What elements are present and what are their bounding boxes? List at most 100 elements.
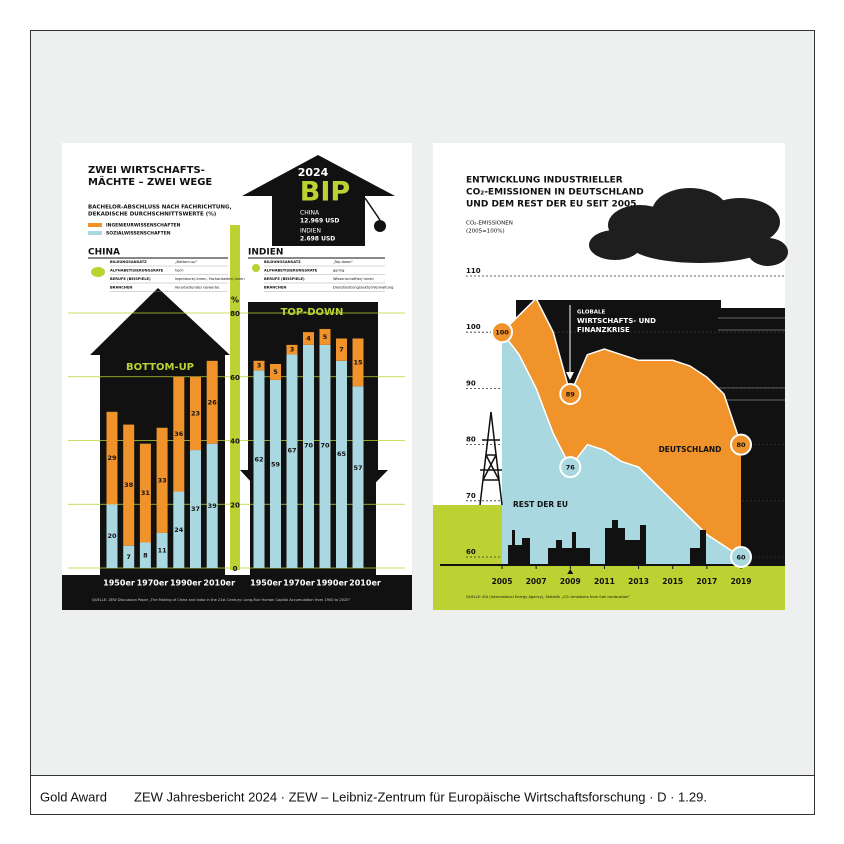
annotation: FINANZKRISE xyxy=(577,326,630,334)
x-tick-label: 2015 xyxy=(662,577,683,586)
bar-segment xyxy=(270,364,281,380)
legend-swatch xyxy=(88,223,102,227)
data-label: 80 xyxy=(736,441,746,449)
x-tick-label: 2007 xyxy=(526,577,547,586)
data-label: 33 xyxy=(158,476,167,484)
bar-segment xyxy=(139,443,151,543)
data-point xyxy=(730,433,752,456)
data-label: 38 xyxy=(124,481,134,489)
bar-segment xyxy=(106,411,118,505)
bar-segment xyxy=(206,443,218,568)
series-label: REST DER EU xyxy=(513,500,568,509)
banner: BOTTOM-UP xyxy=(126,362,194,373)
bar-segment xyxy=(319,328,331,345)
data-point xyxy=(491,321,513,344)
table-value: hoch xyxy=(175,269,184,273)
bar-segment xyxy=(156,427,168,533)
series-line xyxy=(501,331,742,558)
y-tick-label: 110 xyxy=(466,267,481,275)
country: INDIEN xyxy=(248,248,283,258)
bip-label: BIP xyxy=(300,177,350,208)
series-line xyxy=(501,297,742,445)
data-label: 15 xyxy=(353,358,363,366)
x-tick-label: 2013 xyxy=(628,577,649,586)
bip-year: 2024 xyxy=(298,166,329,179)
data-label: 26 xyxy=(208,398,218,406)
table-value: Wissenschaftler/-innen xyxy=(333,277,374,281)
bip-line: 2.698 USD xyxy=(300,236,335,243)
data-label: 20 xyxy=(107,532,117,540)
bar-segment xyxy=(123,424,135,546)
y-tick-label: 40 xyxy=(230,438,240,446)
data-label: 59 xyxy=(271,461,281,469)
bottom-band xyxy=(62,575,412,610)
annotation: WIRTSCHAFTS- UND xyxy=(577,317,656,325)
data-label: 3 xyxy=(290,346,295,354)
data-label: 37 xyxy=(191,505,200,513)
data-label: 57 xyxy=(353,464,362,472)
data-label: 5 xyxy=(323,333,328,341)
map-icon xyxy=(252,264,260,272)
data-label: 70 xyxy=(320,441,330,449)
y-axis-title: CO₂-EMISSIONEN xyxy=(466,221,513,227)
bar-segment xyxy=(253,370,265,568)
legend-label: SOZIALWISSENSCHAFTEN xyxy=(106,231,171,237)
data-label: 65 xyxy=(337,450,347,458)
data-point xyxy=(559,456,582,479)
bar-segment xyxy=(139,542,151,568)
bar-segment xyxy=(253,360,265,371)
bip-line: INDIEN xyxy=(300,228,321,235)
x-tick-label: 2010er xyxy=(349,579,381,588)
bar-segment xyxy=(106,504,118,568)
data-label: 29 xyxy=(107,454,117,462)
poster-title: CO₂-EMISSIONEN IN DEUTSCHLAND xyxy=(466,188,644,198)
bar-segment xyxy=(173,491,185,568)
bar-segment xyxy=(206,360,218,444)
x-tick-label: 2005 xyxy=(492,577,513,586)
left-content: ZWEI WIRTSCHAFTS-MÄCHTE – ZWEI WEGE BACHE… xyxy=(62,155,412,610)
tassel-end xyxy=(374,220,386,232)
bar-segment xyxy=(190,376,201,451)
crisis-marker xyxy=(567,569,574,574)
table-value: Verarbeitendes Gewerbe xyxy=(175,286,220,290)
annotation: GLOBALE xyxy=(577,310,605,316)
bar-segment xyxy=(336,338,347,361)
tassel xyxy=(364,197,381,221)
bip-line: CHINA xyxy=(300,210,320,217)
table-key: BERUFE (BEISPIELE) xyxy=(264,277,305,281)
credit: ZEW Jahresbericht 2024 · ZEW – Leibniz-Z… xyxy=(134,789,707,804)
poster-subtitle: BACHELOR-ABSCHLUSS NACH FACHRICHTUNG, xyxy=(88,205,232,211)
data-label: 8 xyxy=(143,551,148,559)
data-label: 23 xyxy=(191,409,200,417)
data-label: 31 xyxy=(141,489,151,497)
map-icon xyxy=(91,267,105,277)
x-tick-label: 2010er xyxy=(203,579,235,588)
country: CHINA xyxy=(88,248,120,258)
table-value: „Bottom-up“ xyxy=(175,260,198,264)
legend-swatch xyxy=(88,231,102,235)
data-label: 11 xyxy=(158,546,168,554)
source: QUELLE: ZEW Discussion Paper „The Making… xyxy=(92,598,351,602)
data-label: 39 xyxy=(208,502,218,510)
x-tick-label: 1970er xyxy=(137,579,169,588)
data-label: 76 xyxy=(566,464,576,472)
data-label: 3 xyxy=(257,362,262,370)
data-label: 7 xyxy=(339,346,344,354)
axis-unit: % xyxy=(231,296,239,305)
table-value: Dienstleistungssektor/Verwaltung xyxy=(333,286,393,290)
poster-title: MÄCHTE – ZWEI WEGE xyxy=(88,174,212,188)
table-value: „Top-down“ xyxy=(333,260,353,264)
data-label: 4 xyxy=(306,335,311,343)
x-tick-label: 2019 xyxy=(731,577,752,586)
poster-title: UND DEM REST DER EU SEIT 2005 xyxy=(466,200,637,210)
y-tick-label: 80 xyxy=(466,436,476,444)
area-fill xyxy=(502,332,741,565)
data-label: 100 xyxy=(495,329,509,337)
award: Gold Award xyxy=(40,789,107,804)
bar-segment xyxy=(286,354,298,568)
table-key: ALPHABETISIERUNGSRATE xyxy=(110,269,164,273)
annotation-arrow xyxy=(566,372,574,380)
table-key: BILDUNGSANSATZ xyxy=(264,260,301,264)
table-key: ALPHABETISIERUNGSRATE xyxy=(264,269,318,273)
